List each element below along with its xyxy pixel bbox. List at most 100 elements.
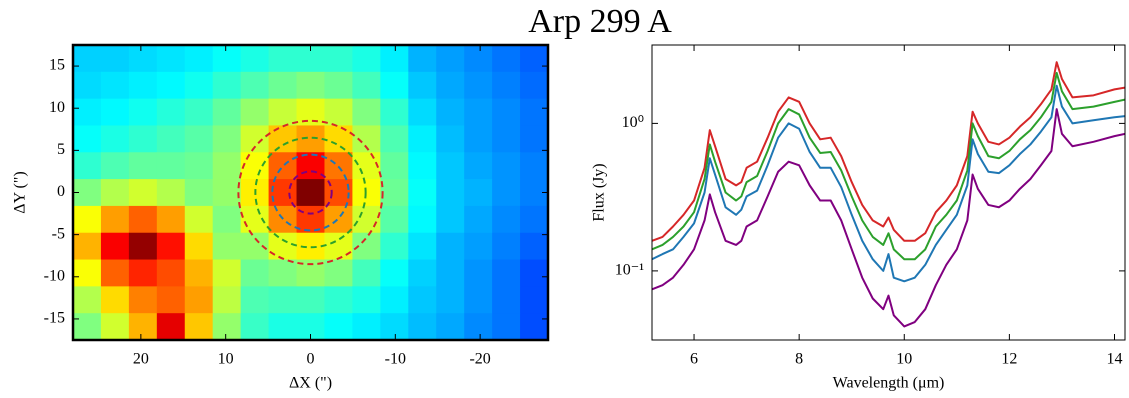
heatmap-cell <box>212 179 242 207</box>
heatmap-cell <box>380 125 409 153</box>
heatmap-cell <box>436 152 465 180</box>
axes-frame <box>651 44 1126 341</box>
heatmap-cell <box>380 179 409 207</box>
heatmap-cell <box>240 313 270 341</box>
heatmap-cell <box>156 179 186 207</box>
heatmap-cell <box>520 71 549 100</box>
heatmap-cell <box>268 152 298 180</box>
y-tick-label: 10⁻¹ <box>615 262 644 279</box>
heatmap-cell <box>324 45 353 73</box>
heatmap-cell <box>268 205 298 234</box>
heatmap-cell <box>408 179 437 207</box>
heatmap-cell <box>520 45 549 73</box>
heatmap-cell <box>100 152 130 180</box>
heatmap-cell <box>380 313 409 341</box>
heatmap-cell <box>520 286 549 314</box>
heatmap-cell <box>520 232 549 261</box>
heatmap-cell <box>268 313 298 341</box>
heatmap-cell <box>352 98 381 126</box>
heatmap-cell <box>128 179 158 207</box>
heatmap-cell <box>380 98 409 126</box>
heatmap-cell <box>212 45 242 73</box>
heatmap-cell <box>156 313 186 341</box>
heatmap-cell <box>492 259 521 287</box>
heatmap-cell <box>436 313 465 341</box>
heatmap-cell <box>324 313 353 341</box>
heatmap-cell <box>492 179 521 207</box>
heatmap-cell <box>73 286 102 314</box>
heatmap-cell <box>268 45 298 73</box>
y-tick-label: -15 <box>44 310 65 327</box>
heatmap-cell <box>408 205 437 234</box>
heatmap-cell <box>492 232 521 261</box>
heatmap-cell <box>156 259 186 287</box>
heatmap-cell <box>73 152 102 180</box>
heatmap-cell <box>156 232 186 261</box>
heatmap-cell <box>184 125 214 153</box>
heatmap-cell <box>240 205 270 234</box>
heatmap-cell <box>380 259 409 287</box>
heatmap-cell <box>296 286 325 314</box>
aperture-circle <box>288 170 333 215</box>
heatmap-cell <box>380 45 409 73</box>
heatmap-cell <box>212 286 242 314</box>
heatmap-cell <box>492 125 521 153</box>
heatmap-cell <box>464 71 493 100</box>
aperture-circle <box>271 153 350 232</box>
heatmap-cell <box>128 71 158 100</box>
heatmap-cell <box>100 286 130 314</box>
heatmap-cell <box>380 71 409 100</box>
x-tick-label: -20 <box>469 351 490 368</box>
heatmap-cell <box>352 71 381 100</box>
heatmap-cell <box>408 286 437 314</box>
heatmap-cell <box>268 71 298 100</box>
heatmap-cell <box>492 313 521 341</box>
figure-title: Arp 299 A <box>528 3 672 40</box>
heatmap-cell <box>436 125 465 153</box>
heatmap-cell <box>184 205 214 234</box>
heatmap-cell <box>436 232 465 261</box>
y-tick-label: -5 <box>52 225 65 242</box>
x-tick-label: 12 <box>1001 351 1017 368</box>
heatmap-cell <box>352 152 381 180</box>
heatmap-cell <box>492 152 521 180</box>
heatmap-cell <box>73 125 102 153</box>
heatmap-cell <box>212 125 242 153</box>
aperture-circle <box>254 136 367 249</box>
heatmap-cell <box>100 313 130 341</box>
heatmap-cell <box>100 232 130 261</box>
heatmap-cell <box>128 125 158 153</box>
heatmap-cell <box>100 45 130 73</box>
heatmap-cell <box>296 179 325 207</box>
heatmap-cell <box>128 259 158 287</box>
heatmap-cell <box>240 98 270 126</box>
heatmap-cell <box>408 232 437 261</box>
heatmap-cell <box>436 45 465 73</box>
x-tick-label: 0 <box>307 351 315 368</box>
heatmap-cell <box>324 71 353 100</box>
heatmap-cell <box>184 71 214 100</box>
heatmap-cell <box>492 205 521 234</box>
x-tick-label: 10 <box>896 351 912 368</box>
heatmap-cell <box>324 286 353 314</box>
heatmap-cell <box>212 71 242 100</box>
heatmap-cell <box>156 45 186 73</box>
heatmap-cell <box>520 152 549 180</box>
heatmap-cell <box>128 313 158 341</box>
heatmap-cell <box>408 125 437 153</box>
heatmap-cell <box>296 152 325 180</box>
heatmap-cell <box>128 98 158 126</box>
heatmap-cell <box>240 71 270 100</box>
x-axis-label: Wavelength (μm) <box>833 375 945 392</box>
heatmap-cell <box>73 313 102 341</box>
heatmap-cell <box>520 125 549 153</box>
heatmap-cell <box>520 205 549 234</box>
heatmap-cell <box>464 259 493 287</box>
heatmap-cell <box>184 45 214 73</box>
heatmap-cell <box>184 313 214 341</box>
x-tick-label: 10 <box>218 351 234 368</box>
heatmap-cell <box>464 286 493 314</box>
heatmap-cell <box>128 152 158 180</box>
spectrum-line <box>652 108 1125 328</box>
